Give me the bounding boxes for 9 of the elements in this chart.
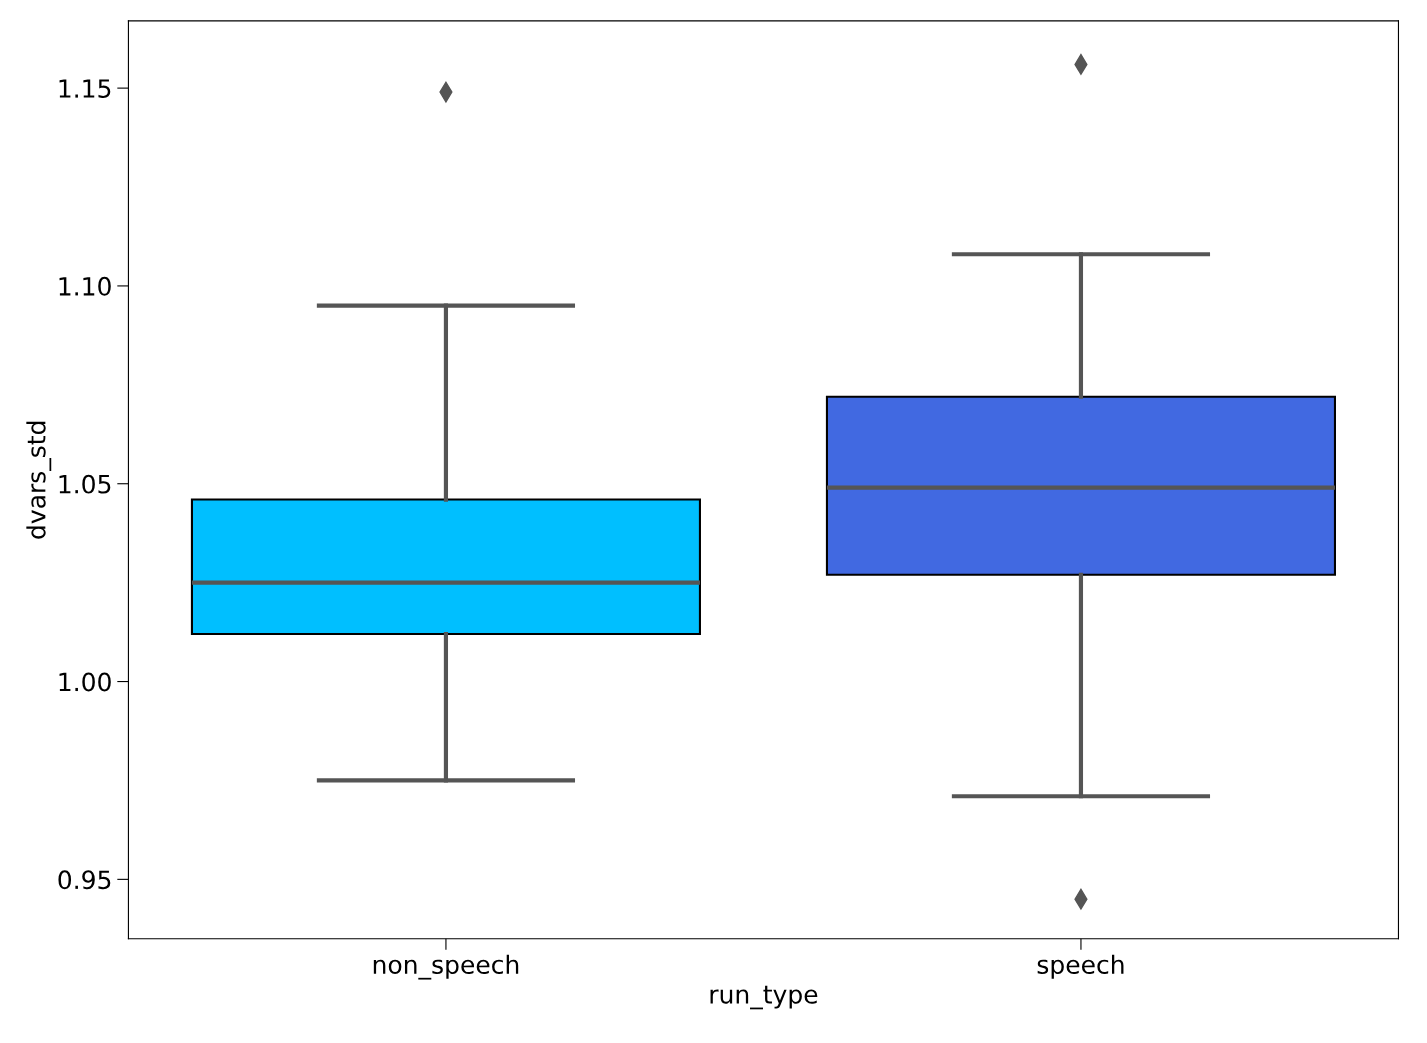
x-axis-title: run_type bbox=[710, 985, 818, 1010]
y-tick-label: 1.00 bbox=[59, 672, 111, 692]
y-axis-title: dvars_std bbox=[26, 421, 52, 539]
y-tick-label: 1.15 bbox=[59, 79, 111, 98]
y-tick-label: 1.10 bbox=[59, 276, 111, 296]
y-tick-label: 0.95 bbox=[58, 870, 111, 890]
y-tick-label: 1.05 bbox=[59, 474, 111, 494]
x-tick-label: speech bbox=[1037, 954, 1124, 979]
x-tick-label: non_speech bbox=[373, 954, 519, 980]
